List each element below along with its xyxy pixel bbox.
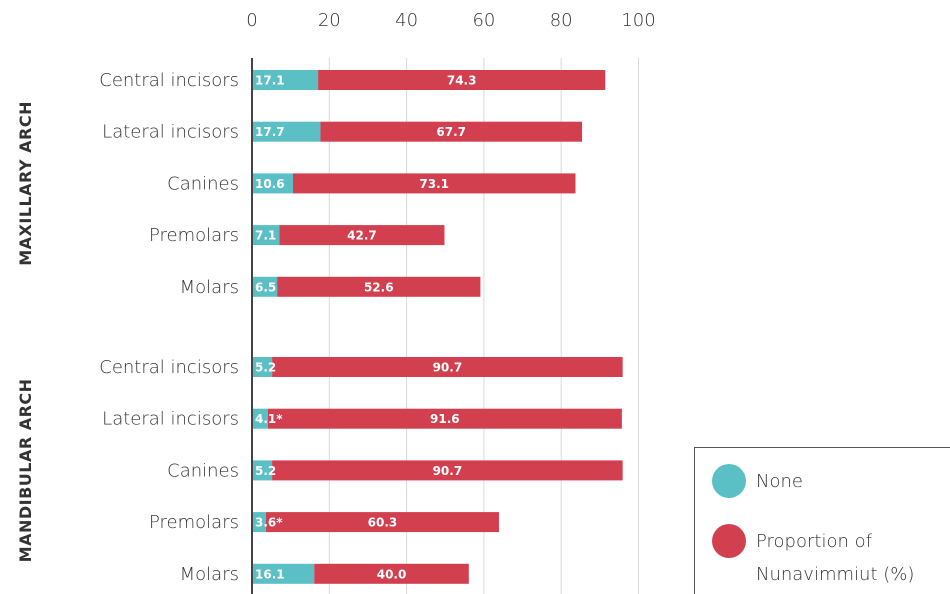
x-axis-ticks: 0 20 40 60 80 100	[246, 10, 655, 31]
bar-none-g0-r3	[252, 225, 280, 246]
x-tick-label-0: 0	[246, 10, 257, 31]
x-tick-label-80: 80	[550, 10, 573, 31]
label-none-g1-r0: 5.2	[255, 361, 276, 375]
bar-proportion-g1-r1	[267, 408, 622, 429]
data-labels: 17.1 74.3 17.7 67.7 10.6 73.1 7.1 42.7 6.5 52.6 5.…	[255, 74, 476, 582]
bar-proportion-g0-r3	[279, 225, 445, 246]
label-none-g1-r3: 3.6*	[255, 516, 283, 530]
bar-none-g1-r3	[252, 512, 266, 533]
legend-swatch-proportion	[712, 524, 746, 558]
label-proportion-g1-r1: 91.6	[430, 412, 460, 426]
bar-proportion-g1-r4	[314, 563, 469, 584]
legend-label-proportion-0: Proportion of	[756, 531, 873, 552]
bar-proportion-g0-r2	[292, 173, 576, 194]
group-labels: MAXILLARY ARCH MANDIBULAR ARCH	[16, 101, 35, 562]
label-proportion-g0-r3: 42.7	[347, 229, 377, 243]
category-label-g0-r0: Central incisors	[99, 70, 239, 91]
label-none-g0-r1: 17.7	[255, 125, 285, 139]
group-label-0: MAXILLARY ARCH	[16, 101, 35, 266]
label-proportion-g1-r0: 90.7	[433, 361, 463, 375]
category-label-g1-r1: Lateral incisors	[102, 409, 239, 430]
bars	[252, 70, 623, 584]
label-proportion-g0-r0: 74.3	[447, 74, 477, 88]
legend-label-proportion-1: Nunavimmiut (%)	[756, 564, 914, 585]
bar-proportion-g1-r3	[265, 512, 499, 533]
category-label-g1-r4: Molars	[180, 564, 239, 585]
label-none-g0-r4: 6.5	[255, 280, 276, 294]
legend-swatch-none	[712, 464, 746, 498]
category-label-g1-r0: Central incisors	[99, 357, 239, 378]
legend-label-none-0: None	[756, 471, 803, 492]
label-proportion-g0-r2: 73.1	[419, 177, 449, 191]
bar-proportion-g0-r1	[320, 121, 583, 142]
category-label-g0-r2: Canines	[167, 173, 239, 194]
bar-proportion-g0-r4	[277, 276, 481, 297]
bar-none-g0-r1	[252, 121, 321, 142]
label-proportion-g0-r4: 52.6	[364, 280, 394, 294]
label-proportion-g0-r1: 67.7	[436, 125, 466, 139]
bar-none-g1-r4	[252, 563, 315, 584]
category-label-g0-r3: Premolars	[149, 225, 239, 246]
label-none-g1-r1: 4.1*	[255, 412, 283, 426]
bar-none-g0-r0	[252, 70, 319, 90]
category-label-g0-r1: Lateral incisors	[102, 122, 239, 143]
gridlines	[328, 58, 639, 594]
bar-proportion-g1-r2	[272, 460, 623, 481]
category-label-g1-r3: Premolars	[149, 512, 239, 533]
x-tick-label-100: 100	[621, 10, 655, 31]
label-proportion-g1-r3: 60.3	[368, 516, 398, 530]
bar-proportion-g0-r0	[318, 70, 606, 90]
bar-proportion-g1-r0	[272, 357, 623, 377]
bar-none-g0-r2	[252, 173, 293, 194]
bar-none-g0-r4	[252, 276, 278, 297]
bar-none-g1-r2	[252, 460, 273, 481]
category-labels: Central incisors Lateral incisors Canines P…	[99, 70, 239, 585]
group-label-1: MANDIBULAR ARCH	[16, 378, 35, 562]
x-tick-label-40: 40	[395, 10, 418, 31]
category-label-g0-r4: Molars	[180, 277, 239, 298]
label-none-g1-r2: 5.2	[255, 464, 276, 478]
bar-none-g1-r1	[252, 408, 268, 429]
label-proportion-g1-r4: 40.0	[377, 567, 407, 581]
label-none-g0-r3: 7.1	[255, 229, 276, 243]
x-tick-label-20: 20	[318, 10, 341, 31]
label-none-g1-r4: 16.1	[255, 567, 285, 581]
label-none-g0-r2: 10.6	[255, 177, 285, 191]
category-label-g1-r2: Canines	[167, 460, 239, 481]
label-proportion-g1-r2: 90.7	[433, 464, 463, 478]
x-tick-label-60: 60	[472, 10, 495, 31]
bar-none-g1-r0	[252, 357, 273, 377]
legend: None Proportion of Nunavimmiut (%)	[694, 447, 950, 594]
label-none-g0-r0: 17.1	[255, 74, 285, 88]
